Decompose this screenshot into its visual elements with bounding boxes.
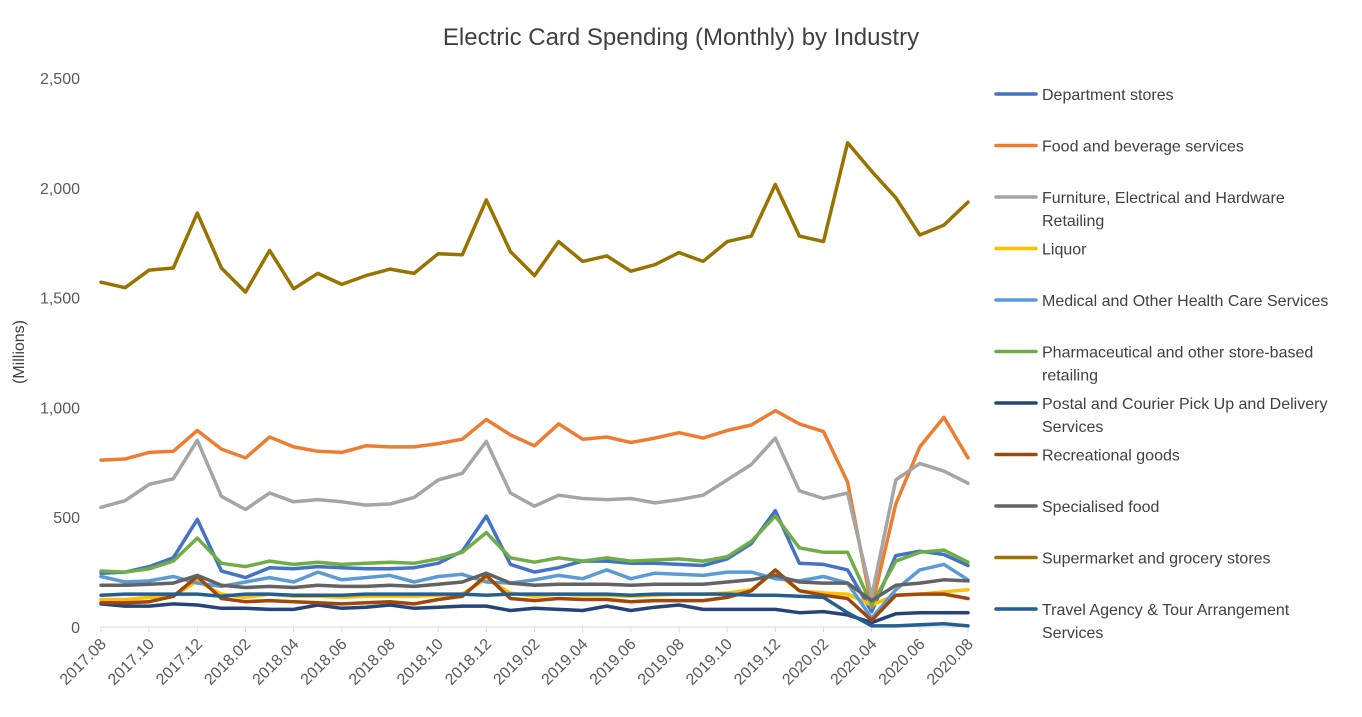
legend-label: Furniture, Electrical and Hardware xyxy=(1042,190,1285,207)
series-lines xyxy=(99,141,970,628)
chart-title: Electric Card Spending (Monthly) by Indu… xyxy=(443,24,919,51)
y-tick-label: 2,500 xyxy=(40,71,80,88)
legend-label: Postal and Courier Pick Up and Delivery xyxy=(1042,396,1327,413)
legend-label: Supermarket and grocery stores xyxy=(1042,551,1271,568)
series-line-3 xyxy=(99,570,970,607)
legend-label: Specialised food xyxy=(1042,499,1159,516)
legend-label: Department stores xyxy=(1042,87,1174,104)
x-tick-label: 2019.08 xyxy=(635,636,688,689)
x-tick-label: 2019.12 xyxy=(731,636,784,689)
series-line-8 xyxy=(99,571,970,603)
legend-label: Services xyxy=(1042,419,1103,436)
x-tick-label: 2020.08 xyxy=(924,636,977,689)
x-tick-label: 2019.02 xyxy=(490,636,543,689)
x-tick-label: 2018.02 xyxy=(201,636,254,689)
y-tick-label: 1,000 xyxy=(40,400,80,417)
legend-label: retailing xyxy=(1042,368,1098,385)
x-tick-label: 2020.04 xyxy=(828,636,881,689)
x-tick-label: 2019.06 xyxy=(587,636,640,689)
x-axis-ticks: 2017.082017.102017.122018.022018.042018.… xyxy=(57,627,977,689)
x-tick-label: 2018.04 xyxy=(250,636,303,689)
series-line-0 xyxy=(99,508,970,614)
x-tick-label: 2019.10 xyxy=(683,636,736,689)
x-tick-label: 2020.02 xyxy=(779,636,832,689)
series-line-7 xyxy=(99,568,970,623)
y-axis-ticks: 0 500 1,000 1,500 2,000 2,500 xyxy=(40,71,80,637)
legend-label: Food and beverage services xyxy=(1042,139,1244,156)
x-tick-label: 2017.10 xyxy=(105,636,158,689)
y-tick-label: 0 xyxy=(71,620,80,637)
y-tick-label: 500 xyxy=(53,510,80,527)
series-line-4 xyxy=(99,562,970,620)
y-tick-label: 2,000 xyxy=(40,181,80,198)
legend-label: Services xyxy=(1042,625,1103,642)
series-line-5 xyxy=(99,514,970,607)
legend-label: Recreational goods xyxy=(1042,448,1180,465)
series-line-2 xyxy=(99,436,970,599)
x-tick-label: 2020.06 xyxy=(876,636,929,689)
series-line-9 xyxy=(99,141,970,294)
legend-label: Retailing xyxy=(1042,213,1104,230)
legend-label: Medical and Other Health Care Services xyxy=(1042,293,1328,310)
x-tick-label: 2018.06 xyxy=(298,636,351,689)
x-tick-label: 2018.08 xyxy=(346,636,399,689)
y-tick-label: 1,500 xyxy=(40,291,80,308)
legend: Department stores Food and beverage servi… xyxy=(994,87,1328,642)
series-line-6 xyxy=(99,602,970,625)
legend-label: Pharmaceutical and other store-based xyxy=(1042,345,1313,362)
series-line-10 xyxy=(99,592,970,628)
legend-label: Travel Agency & Tour Arrangement xyxy=(1042,602,1290,619)
y-axis-label: (Millions) xyxy=(11,320,28,384)
x-tick-label: 2018.12 xyxy=(442,636,495,689)
x-tick-label: 2019.04 xyxy=(539,636,592,689)
x-tick-label: 2017.12 xyxy=(153,636,206,689)
x-tick-label: 2017.08 xyxy=(57,636,110,689)
series-line-1 xyxy=(99,408,970,609)
x-tick-label: 2018.10 xyxy=(394,636,447,689)
legend-label: Liquor xyxy=(1042,242,1087,259)
